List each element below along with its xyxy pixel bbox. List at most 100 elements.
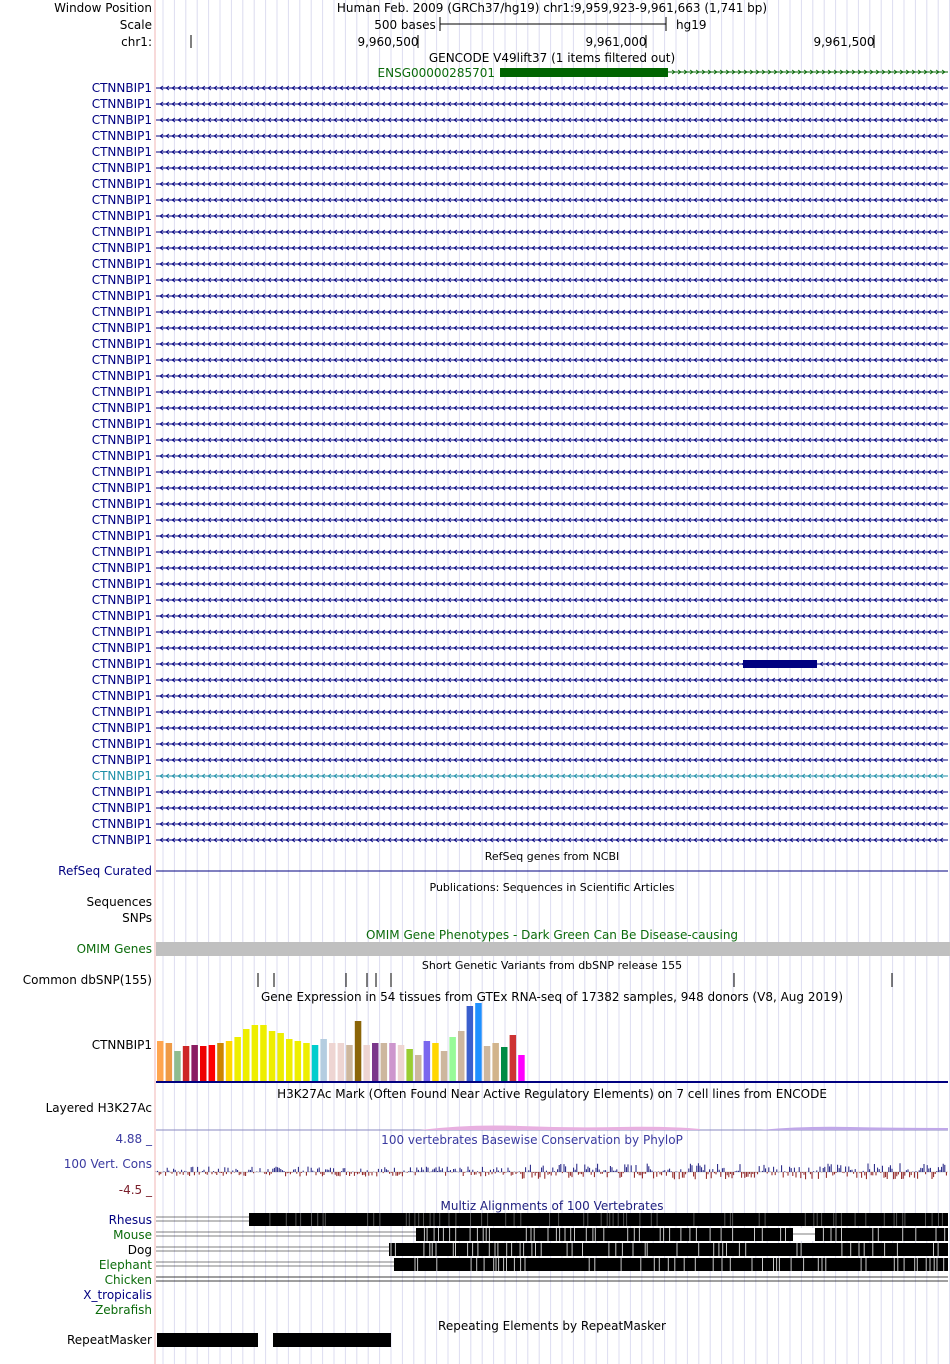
refseq-gene-label[interactable]: CTNNBIP1 [91,97,152,111]
refseq-gene-label[interactable]: CTNNBIP1 [91,225,152,239]
conservation-label[interactable]: 100 Vert. Cons [63,1157,152,1171]
refseq-gene-label[interactable]: CTNNBIP1 [91,705,152,719]
strand-arrows [159,725,944,731]
refseq-gene-label[interactable]: CTNNBIP1 [91,81,152,95]
refseq-gene-label[interactable]: CTNNBIP1 [91,257,152,271]
refseq-gene-label[interactable]: CTNNBIP1 [91,113,152,127]
refseq-gene-label[interactable]: CTNNBIP1 [91,209,152,223]
strand-arrow [803,69,808,75]
strand-arrow [869,69,874,75]
strand-arrow [923,69,928,75]
refseq-gene-label[interactable]: CTNNBIP1 [91,657,152,671]
refseq-gene-label[interactable]: CTNNBIP1 [91,401,152,415]
strand-arrow [899,69,904,75]
refseq-gene-label[interactable]: CTNNBIP1 [91,385,152,399]
gtex-bar [320,1039,327,1081]
refseq-gene-label[interactable]: CTNNBIP1 [91,161,152,175]
h3k27ac-label[interactable]: Layered H3K27Ac [45,1101,152,1115]
refseq-gene-label[interactable]: CTNNBIP1 [91,321,152,335]
gtex-bar [174,1051,181,1081]
refseq-gene-label[interactable]: CTNNBIP1 [91,641,152,655]
refseq-gene-label[interactable]: CTNNBIP1 [91,561,152,575]
strand-arrows [159,709,944,715]
refseq-gene-label[interactable]: CTNNBIP1 [91,785,152,799]
scale-label: Scale [119,18,152,32]
strand-arrows [159,501,944,507]
refseq-gene-label[interactable]: CTNNBIP1 [91,801,152,815]
refseq-gene-label[interactable]: CTNNBIP1 [91,593,152,607]
strand-arrows [159,341,944,347]
repeatmasker-label[interactable]: RepeatMasker [66,1333,152,1347]
multiz-species-dog[interactable]: Dog [127,1243,152,1257]
refseq-gene-label[interactable]: CTNNBIP1 [91,577,152,591]
refseq-gene-label[interactable]: CTNNBIP1 [91,241,152,255]
strand-arrows [159,85,944,91]
multiz-species-xtropicalis[interactable]: X_tropicalis [83,1288,152,1302]
publications-snps-label[interactable]: SNPs [122,911,152,925]
h3k27ac-track-title: H3K27Ac Mark (Often Found Near Active Re… [277,1087,827,1101]
refseq-gene-label[interactable]: CTNNBIP1 [91,545,152,559]
strand-arrows [159,117,944,123]
refseq-gene-label[interactable]: CTNNBIP1 [91,289,152,303]
refseq-gene-label[interactable]: CTNNBIP1 [91,305,152,319]
refseq-gene-label[interactable]: CTNNBIP1 [91,465,152,479]
refseq-gene-label[interactable]: CTNNBIP1 [91,433,152,447]
refseq-gene-label[interactable]: CTNNBIP1 [91,769,152,783]
strand-arrow [797,69,802,75]
gtex-bar [518,1055,525,1081]
refseq-gene-label[interactable]: CTNNBIP1 [91,129,152,143]
refseq-gene-label[interactable]: CTNNBIP1 [91,417,152,431]
refseq-gene-label[interactable]: CTNNBIP1 [91,481,152,495]
multiz-species-mouse[interactable]: Mouse [113,1228,152,1242]
strand-arrow [815,69,820,75]
refseq-exon [743,660,817,668]
refseq-gene-label[interactable]: CTNNBIP1 [91,721,152,735]
strand-arrow [863,69,868,75]
refseq-gene-label[interactable]: CTNNBIP1 [91,689,152,703]
refseq-gene-label[interactable]: CTNNBIP1 [91,449,152,463]
multiz-species-rhesus[interactable]: Rhesus [108,1213,152,1227]
refseq-gene-label[interactable]: CTNNBIP1 [91,177,152,191]
multiz-gap [793,1228,815,1241]
multiz-species-zebrafish[interactable]: Zebrafish [95,1303,152,1317]
gtex-bar [165,1043,173,1081]
multiz-species-chicken[interactable]: Chicken [104,1273,152,1287]
multiz-block [249,1213,948,1226]
dbsnp-label[interactable]: Common dbSNP(155) [22,973,152,987]
refseq-gene-label[interactable]: CTNNBIP1 [91,273,152,287]
omim-genes-label[interactable]: OMIM Genes [76,942,152,956]
gtex-bar [492,1043,499,1081]
refseq-gene-label[interactable]: CTNNBIP1 [91,673,152,687]
refseq-curated-label[interactable]: RefSeq Curated [58,864,152,878]
multiz-track-title: Multiz Alignments of 100 Vertebrates [440,1199,664,1213]
strand-arrows [159,549,944,555]
strand-arrow [707,69,712,75]
gtex-gene-label[interactable]: CTNNBIP1 [91,1038,152,1052]
chrom-label: chr1: [121,35,152,49]
strand-arrow [773,69,778,75]
scale-bar-text: 500 bases [374,18,436,32]
refseq-gene-label[interactable]: CTNNBIP1 [91,529,152,543]
multiz-block [416,1228,948,1241]
refseq-gene-label[interactable]: CTNNBIP1 [91,737,152,751]
multiz-species-elephant[interactable]: Elephant [98,1258,152,1272]
gtex-bar [432,1043,439,1081]
refseq-gene-label[interactable]: CTNNBIP1 [91,337,152,351]
gencode-gene-label[interactable]: ENSG00000285701 [377,66,495,80]
publications-sequences-label[interactable]: Sequences [86,895,152,909]
refseq-gene-label[interactable]: CTNNBIP1 [91,817,152,831]
refseq-gene-label[interactable]: CTNNBIP1 [91,497,152,511]
strand-arrows [159,373,944,379]
refseq-gene-label[interactable]: CTNNBIP1 [91,353,152,367]
refseq-gene-label[interactable]: CTNNBIP1 [91,145,152,159]
refseq-gene-label[interactable]: CTNNBIP1 [91,193,152,207]
refseq-gene-label[interactable]: CTNNBIP1 [91,753,152,767]
gtex-bar [354,1021,362,1081]
refseq-gene-label[interactable]: CTNNBIP1 [91,609,152,623]
refseq-gene-label[interactable]: CTNNBIP1 [91,369,152,383]
refseq-gene-label[interactable]: CTNNBIP1 [91,625,152,639]
refseq-gene-label[interactable]: CTNNBIP1 [91,513,152,527]
refseq-gene-label[interactable]: CTNNBIP1 [91,833,152,847]
gtex-bar [329,1043,336,1081]
